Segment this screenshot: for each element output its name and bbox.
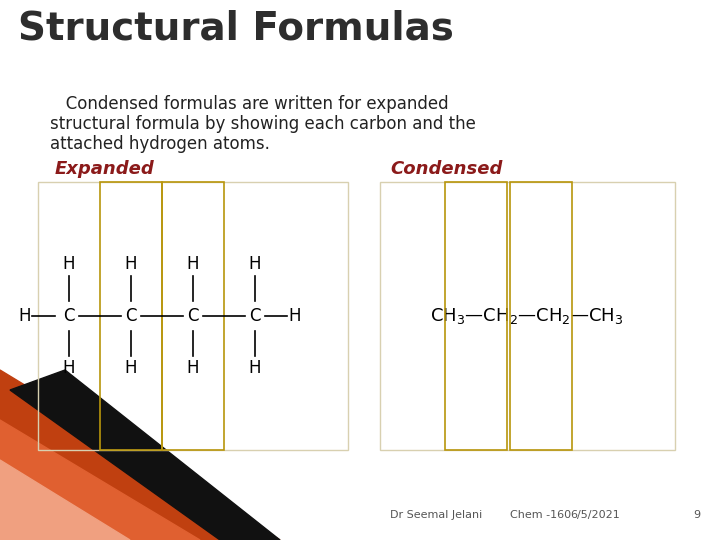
- Text: H: H: [125, 255, 138, 273]
- Text: H: H: [289, 307, 301, 325]
- Text: H: H: [186, 359, 199, 377]
- Polygon shape: [0, 370, 280, 540]
- Text: H: H: [125, 359, 138, 377]
- Text: 6/5/2021: 6/5/2021: [570, 510, 620, 520]
- Text: Structural Formulas: Structural Formulas: [18, 10, 454, 48]
- Text: 9: 9: [693, 510, 700, 520]
- Polygon shape: [10, 370, 280, 540]
- Text: structural formula by showing each carbon and the: structural formula by showing each carbo…: [50, 115, 476, 133]
- Text: C: C: [187, 307, 199, 325]
- Text: Chem -160: Chem -160: [510, 510, 571, 520]
- Text: H: H: [248, 255, 261, 273]
- Text: H: H: [63, 359, 76, 377]
- Bar: [445, 182, 507, 450]
- Text: H: H: [63, 255, 76, 273]
- Text: Condensed formulas are written for expanded: Condensed formulas are written for expan…: [50, 95, 449, 113]
- Text: C: C: [125, 307, 137, 325]
- Text: CH$_3$—CH$_2$—CH$_2$—CH$_3$: CH$_3$—CH$_2$—CH$_2$—CH$_3$: [430, 306, 624, 326]
- Bar: [162, 182, 224, 450]
- Text: Condensed: Condensed: [390, 160, 503, 178]
- Text: attached hydrogen atoms.: attached hydrogen atoms.: [50, 135, 270, 153]
- Text: H: H: [19, 307, 31, 325]
- Bar: [510, 182, 572, 450]
- Bar: [100, 182, 162, 450]
- Bar: [38, 182, 348, 450]
- Text: Expanded: Expanded: [55, 160, 155, 178]
- Bar: [380, 182, 675, 450]
- Text: C: C: [63, 307, 75, 325]
- Text: C: C: [249, 307, 261, 325]
- Text: H: H: [248, 359, 261, 377]
- Text: H: H: [186, 255, 199, 273]
- Polygon shape: [0, 420, 200, 540]
- Text: Dr Seemal Jelani: Dr Seemal Jelani: [390, 510, 482, 520]
- Polygon shape: [0, 460, 130, 540]
